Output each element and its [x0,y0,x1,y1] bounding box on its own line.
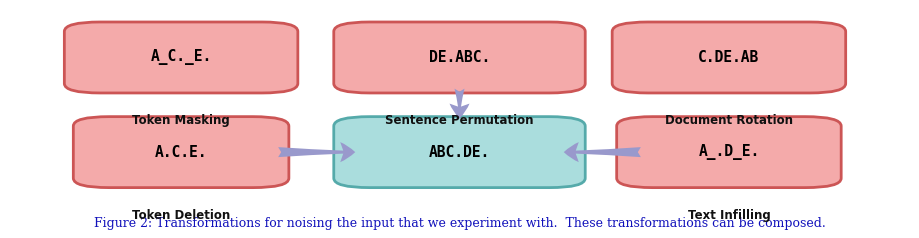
Text: Token Masking: Token Masking [132,114,230,127]
Text: Sentence Permutation: Sentence Permutation [385,114,534,127]
Text: Token Deletion: Token Deletion [132,209,231,222]
Text: Figure 2: Transformations for noising the input that we experiment with.  These : Figure 2: Transformations for noising th… [94,217,825,230]
Text: Text Infilling: Text Infilling [687,209,770,222]
Text: Document Rotation: Document Rotation [665,114,793,127]
Text: DE.ABC.: DE.ABC. [429,50,490,65]
FancyBboxPatch shape [64,22,298,93]
Text: A.C.E.: A.C.E. [154,145,208,160]
FancyBboxPatch shape [74,117,289,188]
FancyBboxPatch shape [334,22,585,93]
Text: A_C._E.: A_C._E. [151,50,211,65]
FancyBboxPatch shape [612,22,845,93]
Text: C.DE.AB: C.DE.AB [698,50,759,65]
FancyBboxPatch shape [334,117,585,188]
Text: A_.D_E.: A_.D_E. [698,144,759,160]
Text: ABC.DE.: ABC.DE. [429,145,490,160]
FancyBboxPatch shape [617,117,841,188]
